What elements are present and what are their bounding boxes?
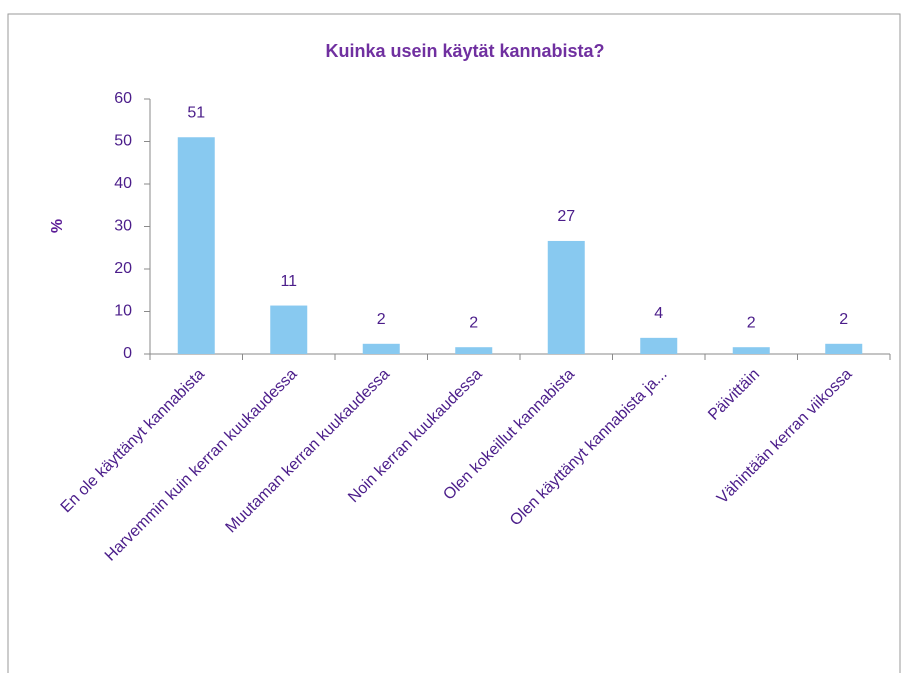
bar bbox=[270, 305, 308, 354]
chart-frame bbox=[7, 13, 901, 673]
y-tick-label: 10 bbox=[114, 303, 132, 320]
x-tick-label: Olen käyttänyt kannabista ja... bbox=[507, 366, 671, 530]
y-tick-label: 40 bbox=[114, 175, 132, 192]
bar bbox=[177, 137, 215, 354]
value-label: 2 bbox=[377, 311, 386, 328]
x-tick-label: En ole käyttänyt kannabista bbox=[58, 366, 208, 516]
bar bbox=[732, 347, 770, 354]
value-label: 11 bbox=[280, 273, 297, 290]
value-label: 2 bbox=[839, 311, 848, 328]
y-tick-label: 30 bbox=[114, 218, 132, 235]
y-tick-label: 20 bbox=[114, 260, 132, 277]
value-label: 27 bbox=[557, 208, 575, 225]
value-label: 2 bbox=[469, 314, 478, 331]
y-tick-label: 0 bbox=[123, 345, 132, 362]
y-tick-label: 50 bbox=[114, 133, 132, 150]
chart-title: Kuinka usein käytät kannabista? bbox=[325, 41, 604, 61]
value-label: 51 bbox=[187, 104, 205, 121]
x-tick-label: Harvemmin kuin kerran kuukaudessa bbox=[102, 366, 301, 565]
y-tick-label: 60 bbox=[114, 90, 132, 107]
x-tick-label: Muutaman kerran kuukaudessa bbox=[223, 366, 394, 537]
y-axis-label: % bbox=[49, 219, 66, 233]
bar bbox=[455, 347, 493, 354]
x-tick-label: Päivittäin bbox=[705, 366, 763, 424]
bar bbox=[362, 343, 400, 354]
value-label: 2 bbox=[747, 314, 756, 331]
bar bbox=[640, 337, 678, 354]
bar bbox=[547, 240, 585, 354]
bar bbox=[825, 343, 863, 354]
value-label: 4 bbox=[654, 305, 663, 322]
